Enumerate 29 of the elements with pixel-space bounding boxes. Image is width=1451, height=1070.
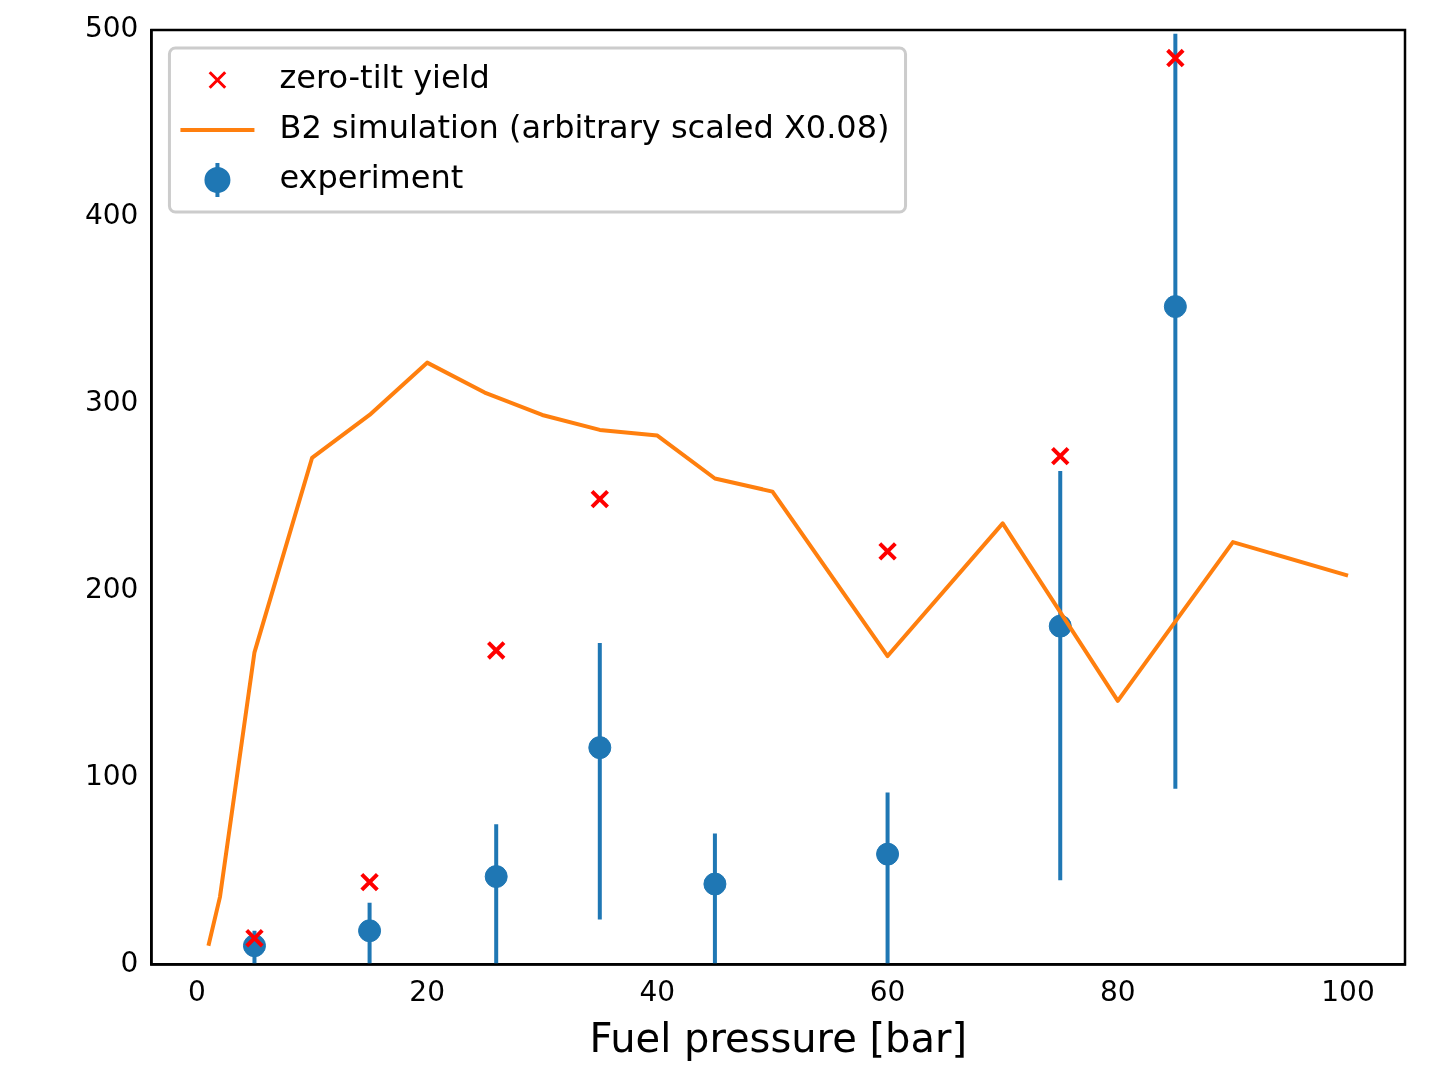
point [1165, 48, 1186, 68]
point [244, 928, 265, 949]
x-tick-label: 60 [869, 975, 906, 1009]
y-tick-label: 100 [84, 758, 139, 792]
x-tick-label: 80 [1099, 975, 1136, 1009]
point [703, 872, 727, 896]
point [486, 640, 506, 661]
x-tick-label: 40 [639, 975, 676, 1009]
point [590, 489, 610, 509]
x-axis-title: Fuel pressure [bar] [589, 1015, 968, 1062]
y-tick-label: 500 [84, 11, 139, 45]
y-tick-label: 200 [84, 571, 139, 605]
legend-label: experiment [279, 158, 464, 197]
y-tick-label: 400 [84, 198, 139, 232]
x-tick-label: 20 [409, 975, 445, 1009]
point [588, 736, 612, 760]
point [358, 919, 382, 943]
point [359, 872, 380, 892]
y-tick-label: 0 [120, 945, 139, 979]
x-tick-label: 0 [188, 975, 206, 1009]
point [1163, 295, 1187, 319]
point [1050, 446, 1071, 466]
point [877, 541, 898, 562]
legend-label: zero-tilt yield [279, 58, 490, 97]
x-tick-label: 100 [1321, 975, 1375, 1009]
point [876, 842, 900, 866]
y-tick-label: 300 [84, 385, 139, 419]
point [484, 865, 508, 889]
legend-label: B2 simulation (arbitrary scaled X0.08) [279, 108, 890, 147]
